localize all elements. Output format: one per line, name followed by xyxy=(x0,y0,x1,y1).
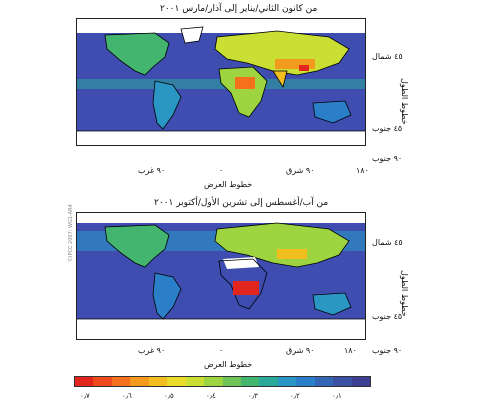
panel1-title: من كانون الثاني/يناير إلى آذار/مارس ٢٠٠١ xyxy=(160,4,318,14)
no-data-antarctic xyxy=(77,319,365,339)
panel1-xlabel: خطوط العرض xyxy=(204,180,253,189)
colorbar-swatch xyxy=(93,377,112,386)
north-america xyxy=(104,32,170,76)
north-america xyxy=(104,224,170,268)
colorbar-swatch xyxy=(167,377,186,386)
panel2-lat-45s: ٤٥ جنوب xyxy=(372,312,403,321)
panel2-ylabel: خطوط الطول xyxy=(400,270,409,317)
africa-biomass xyxy=(235,77,255,89)
colorbar-label: ٠٫٢ xyxy=(290,392,300,400)
colorbar-label: ٠٫٣ xyxy=(248,392,258,400)
south-america xyxy=(152,80,182,130)
south-america xyxy=(152,272,182,320)
no-data-antarctic xyxy=(77,131,365,145)
copyright-note: ©IPCC 2007: WG1-AR4 xyxy=(68,204,74,262)
colorbar-swatch xyxy=(75,377,94,386)
panel1-lon-0: ٠ xyxy=(219,166,224,175)
africa-biomass xyxy=(233,281,259,295)
colorbar-label: ٠٫١ xyxy=(332,392,342,400)
colorbar-swatch xyxy=(351,377,370,386)
asia-hotspot xyxy=(277,249,307,259)
colorbar-label: ٠٫٦ xyxy=(122,392,132,400)
panel1-lat-90s: ٩٠ جنوب xyxy=(372,154,403,163)
colorbar-label: ٠٫٤ xyxy=(206,392,216,400)
map2-svg xyxy=(77,213,365,339)
australia xyxy=(312,292,352,316)
no-data-arctic xyxy=(77,19,365,33)
colorbar-swatch xyxy=(130,377,149,386)
panel2-lon-0: ٠ xyxy=(219,346,224,355)
panel2-lat-90s: ٩٠ جنوب xyxy=(372,346,403,355)
colorbar-swatch xyxy=(148,377,168,386)
panel2-xlabel: خطوط العرض xyxy=(204,360,253,369)
panel2-lon-90w: ٩٠ غرب xyxy=(138,346,166,355)
panel2-lat-45n: ٤٥ شمال xyxy=(372,238,403,247)
greenland xyxy=(180,26,204,44)
eurasia xyxy=(214,222,350,268)
colorbar-swatch xyxy=(296,377,315,386)
panel1-lat-45s: ٤٥ جنوب xyxy=(372,124,403,133)
panel2-lon-90e: ٩٠ شرق xyxy=(286,346,315,355)
panel2-lon-180: ١٨٠ xyxy=(344,346,357,355)
panel1-map xyxy=(76,18,366,146)
india xyxy=(272,70,288,89)
africa xyxy=(218,258,268,310)
panel1-lat-45n: ٤٥ شمال xyxy=(372,52,403,61)
australia xyxy=(312,100,352,124)
panel1-lon-180: ١٨٠ xyxy=(356,166,369,175)
colorbar-swatch xyxy=(259,377,278,386)
colorbar-label: ٠٫٧ xyxy=(80,392,90,400)
sahara-no-data xyxy=(223,257,259,269)
eurasia xyxy=(214,30,350,76)
colorbar-swatch xyxy=(333,377,352,386)
tropical-band xyxy=(77,79,365,89)
colorbar-swatch xyxy=(314,377,334,386)
panel1-lon-90w: ٩٠ غرب xyxy=(138,166,166,175)
colorbar xyxy=(74,376,371,387)
colorbar-swatch xyxy=(204,377,223,386)
colorbar-swatch xyxy=(240,377,260,386)
colorbar-swatch xyxy=(277,377,297,386)
panel2-title: من آب/أغسطس إلى تشرين الأول/أكتوبر ٢٠٠١ xyxy=(154,198,329,208)
panel2-map xyxy=(76,212,366,340)
east-asia-max xyxy=(299,65,309,71)
colorbar-label: ٠٫٥ xyxy=(164,392,174,400)
colorbar-swatch xyxy=(222,377,241,386)
no-data-arctic xyxy=(77,213,365,223)
asia-hotspot xyxy=(275,59,315,69)
map1-svg xyxy=(77,19,365,145)
panel1-ylabel: خطوط الطول xyxy=(400,78,409,125)
colorbar-swatch xyxy=(111,377,131,386)
colorbar-swatch xyxy=(185,377,205,386)
panel1-lon-90e: ٩٠ شرق xyxy=(286,166,315,175)
